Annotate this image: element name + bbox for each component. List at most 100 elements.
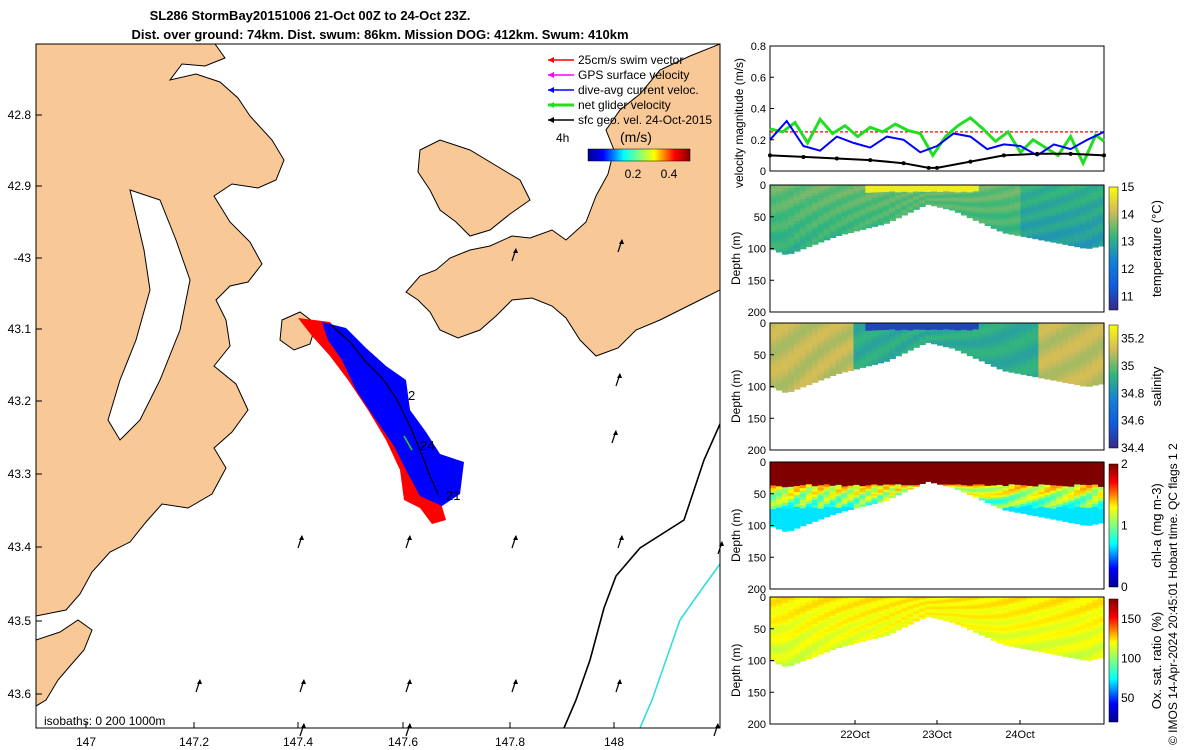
section-cell <box>925 190 932 192</box>
section-cell <box>889 627 896 630</box>
section-cell <box>913 207 920 209</box>
colorbar-tick-label: 14 <box>1121 207 1135 221</box>
section-cell <box>841 329 849 333</box>
section-cell <box>805 489 813 494</box>
section-cell <box>770 361 777 365</box>
section-cell <box>841 340 849 344</box>
section-cell <box>919 185 926 187</box>
section-cell <box>1062 225 1069 229</box>
section-cell <box>919 327 926 330</box>
velocity-series-line <box>769 152 1105 169</box>
section-cell <box>770 381 777 386</box>
section-cell <box>865 194 872 198</box>
section-cell <box>966 493 974 496</box>
section-cell <box>1068 361 1075 365</box>
section-cell <box>984 207 992 210</box>
section-cell <box>1092 201 1099 206</box>
section-cell <box>889 196 896 199</box>
section-cell <box>948 599 956 601</box>
section-cell <box>1014 189 1022 193</box>
section-cell <box>787 508 795 513</box>
section-cell <box>1074 241 1081 245</box>
section-cell <box>829 599 837 603</box>
section-cell <box>871 484 878 487</box>
section-y-tick-label: 150 <box>748 275 766 287</box>
section-cell <box>925 615 932 617</box>
section-cell <box>1098 190 1105 194</box>
section-cell <box>817 503 825 507</box>
section-cell <box>1020 224 1028 228</box>
section-cell <box>1008 216 1016 219</box>
section-cell <box>1038 614 1045 618</box>
section-cell <box>972 210 980 213</box>
section-cell <box>1056 240 1063 244</box>
section-cell <box>799 519 807 524</box>
section-cell <box>1038 499 1045 503</box>
section-cell <box>841 356 849 360</box>
section-cell <box>859 468 867 471</box>
section-cell <box>871 185 878 188</box>
section-cell <box>817 218 825 222</box>
section-cell <box>1062 228 1069 232</box>
section-cell <box>853 611 861 615</box>
section-cell <box>978 347 986 350</box>
section-cell <box>1014 187 1022 191</box>
section-cell <box>943 608 950 611</box>
section-cell <box>859 363 867 366</box>
section-cell <box>1014 230 1022 234</box>
section-cell <box>1068 185 1075 189</box>
section-cell <box>972 471 980 474</box>
section-cell <box>984 600 992 604</box>
section-cell <box>925 470 932 473</box>
section-cell <box>1026 366 1034 369</box>
section-cell <box>954 597 962 599</box>
section-cell <box>901 331 908 334</box>
section-cell <box>829 368 837 372</box>
section-cell <box>781 247 789 252</box>
section-cell <box>1068 334 1075 338</box>
section-cell <box>776 597 783 601</box>
section-cell <box>889 470 896 473</box>
section-cell <box>937 332 944 334</box>
section-cell <box>823 323 831 327</box>
section-cell <box>895 485 902 488</box>
section-cell <box>996 325 1004 328</box>
section-cell <box>943 341 950 343</box>
legend-label: sfc geo. vel. 24-Oct-2015 <box>578 113 712 127</box>
section-cell <box>1020 203 1028 207</box>
section-cell <box>1044 617 1051 621</box>
section-cell <box>787 624 795 629</box>
section-cell <box>943 475 950 478</box>
section-cell <box>1020 615 1028 619</box>
section-cell <box>770 597 777 601</box>
section-cell <box>787 197 795 202</box>
section-cell <box>847 344 855 348</box>
section-cell <box>1044 640 1051 644</box>
section-cell <box>1050 513 1057 518</box>
section-cell <box>1056 618 1063 622</box>
section-cell <box>799 245 807 250</box>
section-cell <box>823 192 831 196</box>
section-cell <box>776 525 783 530</box>
section-cell <box>1014 339 1022 342</box>
section-cell <box>835 496 843 500</box>
section-cell <box>835 189 843 193</box>
section-cell <box>1002 213 1010 217</box>
section-cell <box>776 332 783 336</box>
section-cell <box>853 345 861 349</box>
section-cell <box>1032 194 1039 198</box>
section-cell <box>943 480 950 482</box>
section-cell <box>919 614 926 617</box>
map-frame <box>35 43 721 729</box>
section-cell <box>847 637 855 641</box>
section-cell <box>972 199 980 202</box>
section-cell <box>960 618 968 621</box>
section-cell <box>823 335 831 339</box>
section-cell <box>978 338 986 341</box>
section-cell <box>984 619 992 622</box>
section-cell <box>901 210 908 213</box>
colorbar-tick-label: 11 <box>1121 289 1134 303</box>
section-cell <box>978 603 986 607</box>
section-cell <box>990 464 998 467</box>
legend-label: 25cm/s swim vector <box>578 53 683 67</box>
